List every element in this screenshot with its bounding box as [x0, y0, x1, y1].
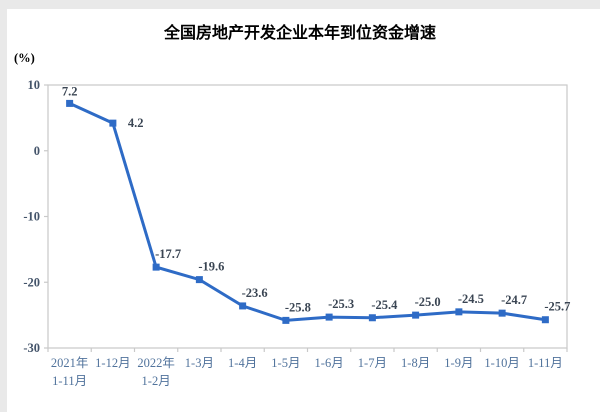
y-axis-tick-label: 10 — [28, 78, 41, 92]
y-axis-unit-label: (%) — [14, 51, 35, 65]
x-axis-category-label: 1-12月 — [95, 356, 130, 370]
data-point-marker — [109, 119, 117, 127]
x-axis-category-label: 2022年 1-2月 — [137, 356, 175, 388]
data-point-label: -25.3 — [328, 297, 354, 311]
data-point-label: -17.7 — [155, 247, 181, 261]
x-axis-category-label: 1-11月 — [528, 356, 563, 370]
x-axis-category-label: 1-3月 — [185, 356, 214, 370]
x-axis-category-label: 2021年 1-11月 — [51, 356, 89, 388]
data-point-marker — [239, 302, 247, 310]
x-axis-category-label: 1-6月 — [315, 356, 344, 370]
data-point-label: -24.5 — [458, 292, 484, 306]
data-point-marker — [325, 313, 333, 321]
data-point-marker — [412, 311, 420, 319]
page-edge-left — [0, 0, 7, 412]
data-point-label: -25.0 — [415, 295, 441, 309]
x-axis-category-label: 1-8月 — [401, 356, 430, 370]
data-point-label: 4.2 — [128, 116, 144, 130]
data-point-label: 7.2 — [62, 84, 78, 98]
x-axis-category-label: 1-10月 — [484, 356, 519, 370]
data-point-label: -24.7 — [501, 293, 527, 307]
x-axis-category-label: 1-5月 — [271, 356, 300, 370]
data-point-marker — [152, 263, 160, 271]
data-point-marker — [368, 314, 376, 322]
y-axis-tick-label: -20 — [23, 275, 40, 289]
data-point-marker — [195, 276, 203, 284]
x-axis-category-label: 1-4月 — [228, 356, 257, 370]
y-axis-tick-label: -30 — [23, 341, 40, 355]
series-line — [69, 102, 546, 322]
page-edge-top — [0, 0, 600, 9]
x-axis-category-label: 1-7月 — [358, 356, 387, 370]
data-point-marker — [455, 308, 463, 316]
data-point-marker — [282, 316, 290, 324]
data-point-marker — [498, 309, 506, 317]
chart-title: 全国房地产开发企业本年到位资金增速 — [163, 23, 436, 42]
data-point-label: -23.6 — [242, 286, 268, 300]
data-point-marker — [541, 316, 549, 324]
data-point-label: -25.8 — [285, 300, 311, 314]
y-axis-tick-label: 0 — [34, 144, 40, 158]
data-point-marker — [66, 99, 74, 107]
data-point-label: -19.6 — [198, 260, 224, 274]
x-axis-category-label: 1-9月 — [444, 356, 473, 370]
plot-area: 10 0 -10 -20 -30 2021年 1-11月 1-12月 2022年 1-2月 1-3月… — [23, 78, 570, 388]
data-point-label: -25.4 — [371, 298, 398, 312]
y-axis-tick-label: -10 — [23, 210, 40, 224]
data-point-label: -25.7 — [544, 300, 570, 314]
